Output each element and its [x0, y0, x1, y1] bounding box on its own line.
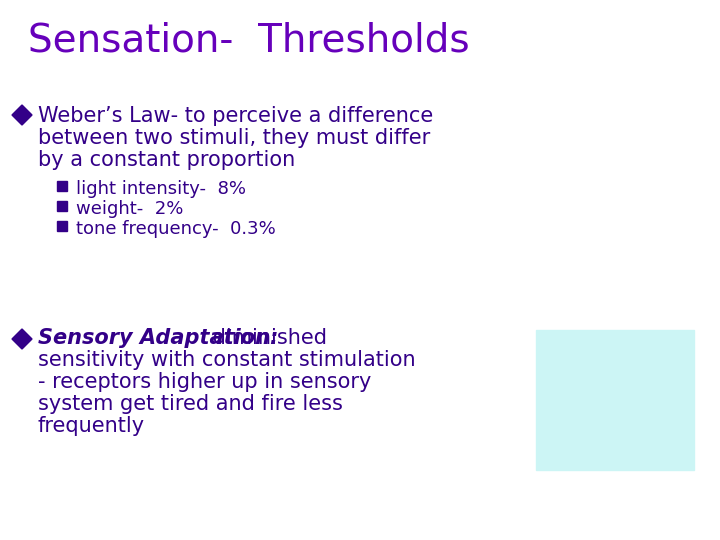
Text: - receptors higher up in sensory: - receptors higher up in sensory — [38, 372, 372, 392]
Text: light intensity-  8%: light intensity- 8% — [76, 180, 246, 198]
FancyBboxPatch shape — [536, 330, 694, 470]
Text: diminished: diminished — [206, 328, 327, 348]
Text: sensitivity with constant stimulation: sensitivity with constant stimulation — [38, 350, 415, 370]
Text: Weber’s Law- to perceive a difference: Weber’s Law- to perceive a difference — [38, 106, 433, 126]
Polygon shape — [12, 329, 32, 349]
Text: by a constant proportion: by a constant proportion — [38, 150, 295, 170]
Text: system get tired and fire less: system get tired and fire less — [38, 394, 343, 414]
Bar — [57, 221, 67, 231]
Text: tone frequency-  0.3%: tone frequency- 0.3% — [76, 220, 276, 238]
Polygon shape — [12, 105, 32, 125]
Text: frequently: frequently — [38, 416, 145, 436]
Text: Sensation-  Thresholds: Sensation- Thresholds — [28, 22, 469, 60]
Text: Apply it!
Come up
with 3
examples: Apply it! Come up with 3 examples — [572, 352, 659, 449]
Bar — [57, 181, 67, 191]
Text: Sensory Adaptation:: Sensory Adaptation: — [38, 328, 279, 348]
Bar — [57, 201, 67, 211]
Text: weight-  2%: weight- 2% — [76, 200, 184, 218]
Text: between two stimuli, they must differ: between two stimuli, they must differ — [38, 128, 431, 148]
